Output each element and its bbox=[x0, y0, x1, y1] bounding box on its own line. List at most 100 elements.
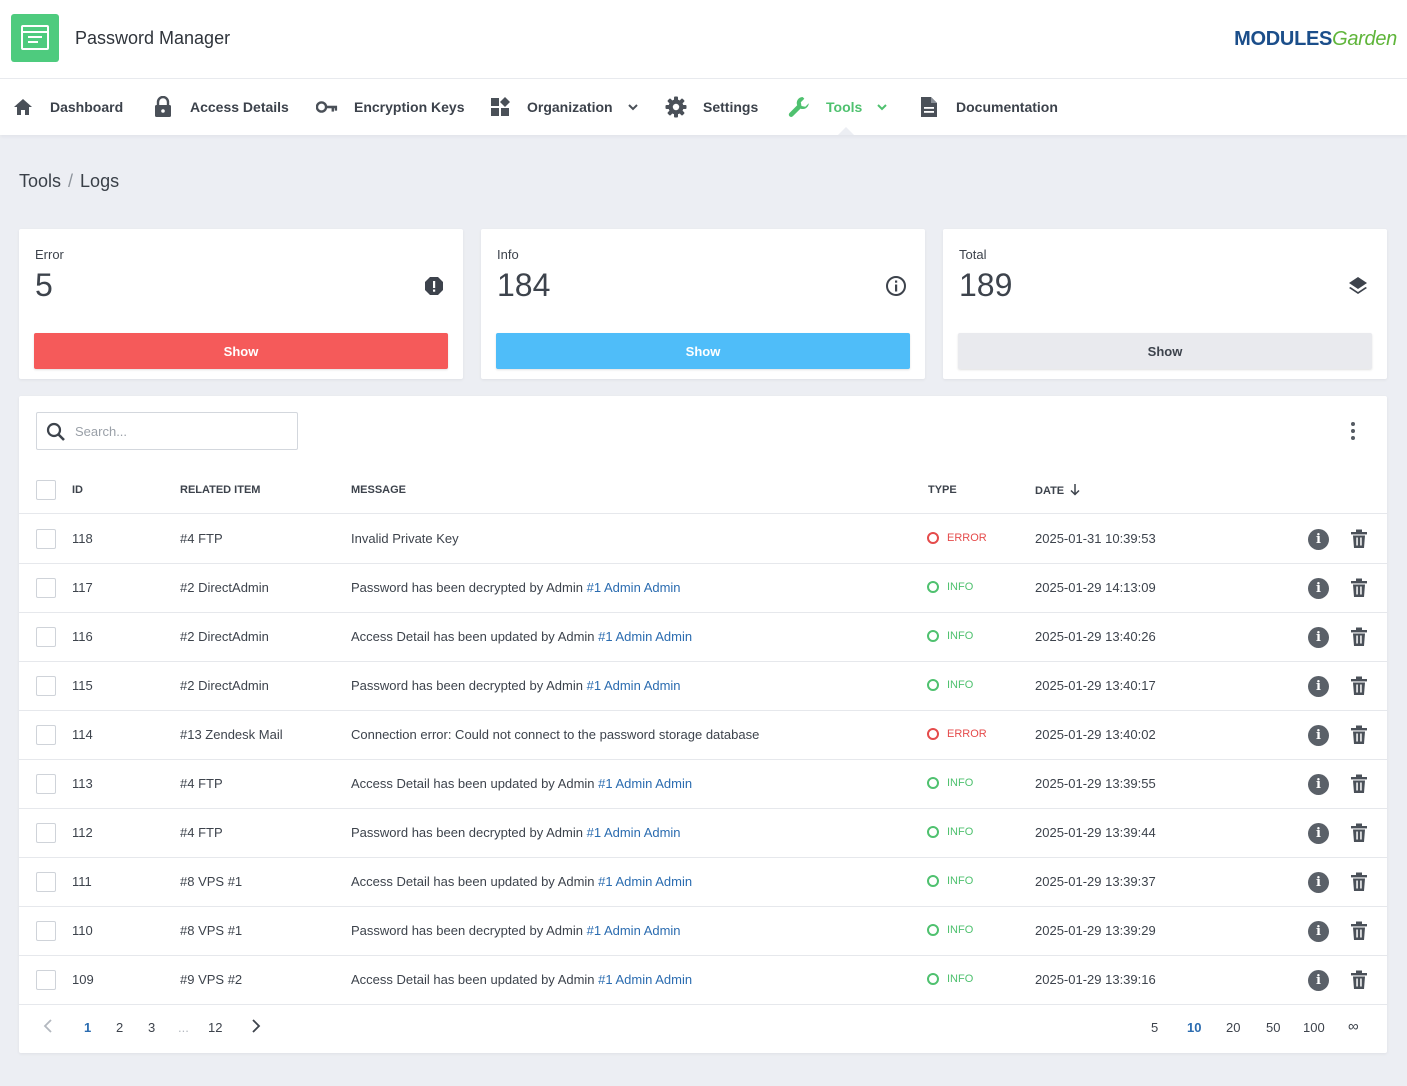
admin-link[interactable]: #1 Admin Admin bbox=[586, 825, 681, 840]
row-checkbox[interactable] bbox=[36, 921, 56, 941]
trash-icon[interactable] bbox=[1350, 676, 1370, 696]
row-type-badge: INFO bbox=[927, 679, 973, 691]
modulesgarden-logo[interactable]: MODULESGarden bbox=[1234, 28, 1397, 50]
row-type-badge: INFO bbox=[927, 875, 973, 887]
table-row[interactable]: 112 #4 FTP Password has been decrypted by … bbox=[19, 809, 1387, 858]
show-all-button[interactable]: Show bbox=[958, 333, 1372, 369]
search-field[interactable] bbox=[36, 412, 298, 450]
info-icon[interactable]: i bbox=[1308, 578, 1329, 599]
admin-link[interactable]: #1 Admin Admin bbox=[598, 972, 693, 987]
trash-icon[interactable] bbox=[1350, 823, 1370, 843]
row-date: 2025-01-29 13:39:16 bbox=[1035, 972, 1156, 987]
row-date: 2025-01-29 13:39:44 bbox=[1035, 825, 1156, 840]
trash-icon[interactable] bbox=[1350, 578, 1370, 598]
trash-icon[interactable] bbox=[1350, 529, 1370, 549]
nav-access-details[interactable]: Access Details bbox=[152, 79, 289, 135]
table-row[interactable]: 118 #4 FTP Invalid Private Key ERROR 2025-01… bbox=[19, 515, 1387, 564]
show-info-button[interactable]: Show bbox=[496, 333, 910, 369]
row-message: Password has been decrypted by Admin #1 … bbox=[351, 580, 681, 595]
more-options-icon[interactable] bbox=[1343, 420, 1363, 442]
nav-documentation[interactable]: Documentation bbox=[918, 79, 1058, 135]
page-size-50[interactable]: 50 bbox=[1266, 1020, 1281, 1035]
admin-link[interactable]: #1 Admin Admin bbox=[586, 580, 681, 595]
table-row[interactable]: 116 #2 DirectAdmin Access Detail has been … bbox=[19, 613, 1387, 662]
next-page-icon[interactable] bbox=[251, 1019, 261, 1036]
show-errors-button[interactable]: Show bbox=[34, 333, 448, 369]
trash-icon[interactable] bbox=[1350, 627, 1370, 647]
row-checkbox[interactable] bbox=[36, 872, 56, 892]
admin-link[interactable]: #1 Admin Admin bbox=[598, 776, 693, 791]
trash-icon[interactable] bbox=[1350, 774, 1370, 794]
error-stat-label: Error bbox=[35, 247, 64, 262]
select-all-checkbox[interactable] bbox=[36, 480, 56, 500]
widgets-icon bbox=[489, 96, 511, 118]
info-icon[interactable]: i bbox=[1308, 676, 1329, 697]
search-input[interactable] bbox=[75, 421, 285, 441]
row-checkbox[interactable] bbox=[36, 676, 56, 696]
info-icon[interactable]: i bbox=[1308, 872, 1329, 893]
breadcrumb-parent[interactable]: Tools bbox=[19, 171, 62, 191]
row-checkbox[interactable] bbox=[36, 774, 56, 794]
admin-link[interactable]: #1 Admin Admin bbox=[586, 678, 681, 693]
page-size-5[interactable]: 5 bbox=[1151, 1020, 1159, 1035]
breadcrumb: Tools / Logs bbox=[19, 171, 119, 192]
table-row[interactable]: 115 #2 DirectAdmin Password has been decry… bbox=[19, 662, 1387, 711]
trash-icon[interactable] bbox=[1350, 921, 1370, 941]
table-row[interactable]: 110 #8 VPS #1 Password has been decrypted … bbox=[19, 907, 1387, 956]
admin-link[interactable]: #1 Admin Admin bbox=[598, 629, 693, 644]
page-1[interactable]: 1 bbox=[84, 1020, 92, 1035]
table-row[interactable]: 114 #13 Zendesk Mail Connection error: Cou… bbox=[19, 711, 1387, 760]
page-12[interactable]: 12 bbox=[208, 1020, 223, 1035]
page-2[interactable]: 2 bbox=[116, 1020, 124, 1035]
nav-settings[interactable]: Settings bbox=[665, 79, 758, 135]
page-size-100[interactable]: 100 bbox=[1303, 1020, 1325, 1035]
row-checkbox[interactable] bbox=[36, 529, 56, 549]
row-checkbox[interactable] bbox=[36, 627, 56, 647]
page-3[interactable]: 3 bbox=[148, 1020, 156, 1035]
info-icon[interactable]: i bbox=[1308, 529, 1329, 550]
info-icon[interactable]: i bbox=[1308, 774, 1329, 795]
row-type-badge: ERROR bbox=[927, 728, 987, 740]
table-row[interactable]: 111 #8 VPS #1 Access Detail has been updat… bbox=[19, 858, 1387, 907]
column-message[interactable]: MESSAGE bbox=[351, 484, 407, 496]
info-icon[interactable]: i bbox=[1308, 970, 1329, 991]
row-id: 115 bbox=[72, 678, 93, 693]
row-message: Access Detail has been updated by Admin … bbox=[351, 874, 693, 889]
column-date[interactable]: DATE bbox=[1035, 484, 1080, 499]
trash-icon[interactable] bbox=[1350, 872, 1370, 892]
row-checkbox[interactable] bbox=[36, 823, 56, 843]
nav-organization[interactable]: Organization bbox=[489, 79, 639, 135]
table-row[interactable]: 117 #2 DirectAdmin Password has been decry… bbox=[19, 564, 1387, 613]
row-checkbox[interactable] bbox=[36, 725, 56, 745]
info-icon[interactable]: i bbox=[1308, 921, 1329, 942]
row-type-badge: ERROR bbox=[927, 532, 987, 544]
page-size-20[interactable]: 20 bbox=[1226, 1020, 1241, 1035]
column-related-item[interactable]: RELATED ITEM bbox=[180, 484, 261, 496]
row-id: 116 bbox=[72, 629, 93, 644]
trash-icon[interactable] bbox=[1350, 970, 1370, 990]
sort-descending-icon bbox=[1070, 484, 1080, 499]
table-row[interactable]: 113 #4 FTP Access Detail has been updated … bbox=[19, 760, 1387, 809]
nav-dashboard[interactable]: Dashboard bbox=[12, 79, 123, 135]
trash-icon[interactable] bbox=[1350, 725, 1370, 745]
row-checkbox[interactable] bbox=[36, 970, 56, 990]
info-icon[interactable]: i bbox=[1308, 627, 1329, 648]
nav-tools[interactable]: Tools bbox=[788, 79, 888, 135]
breadcrumb-separator: / bbox=[68, 171, 74, 191]
layers-icon bbox=[1347, 275, 1369, 297]
page-size-all[interactable]: ∞ bbox=[1348, 1018, 1359, 1035]
table-row[interactable]: 109 #9 VPS #2 Access Detail has been updat… bbox=[19, 956, 1387, 1005]
page-size-10[interactable]: 10 bbox=[1187, 1020, 1202, 1035]
row-id: 110 bbox=[72, 923, 93, 938]
column-type[interactable]: TYPE bbox=[928, 484, 957, 496]
admin-link[interactable]: #1 Admin Admin bbox=[598, 874, 693, 889]
row-checkbox[interactable] bbox=[36, 578, 56, 598]
lock-icon bbox=[152, 96, 174, 118]
info-icon[interactable]: i bbox=[1308, 823, 1329, 844]
prev-page-icon[interactable] bbox=[43, 1019, 53, 1036]
info-icon[interactable]: i bbox=[1308, 725, 1329, 746]
admin-link[interactable]: #1 Admin Admin bbox=[586, 923, 681, 938]
column-id[interactable]: ID bbox=[72, 484, 83, 496]
info-circle-icon bbox=[885, 275, 907, 297]
nav-encryption-keys[interactable]: Encryption Keys bbox=[316, 79, 464, 135]
